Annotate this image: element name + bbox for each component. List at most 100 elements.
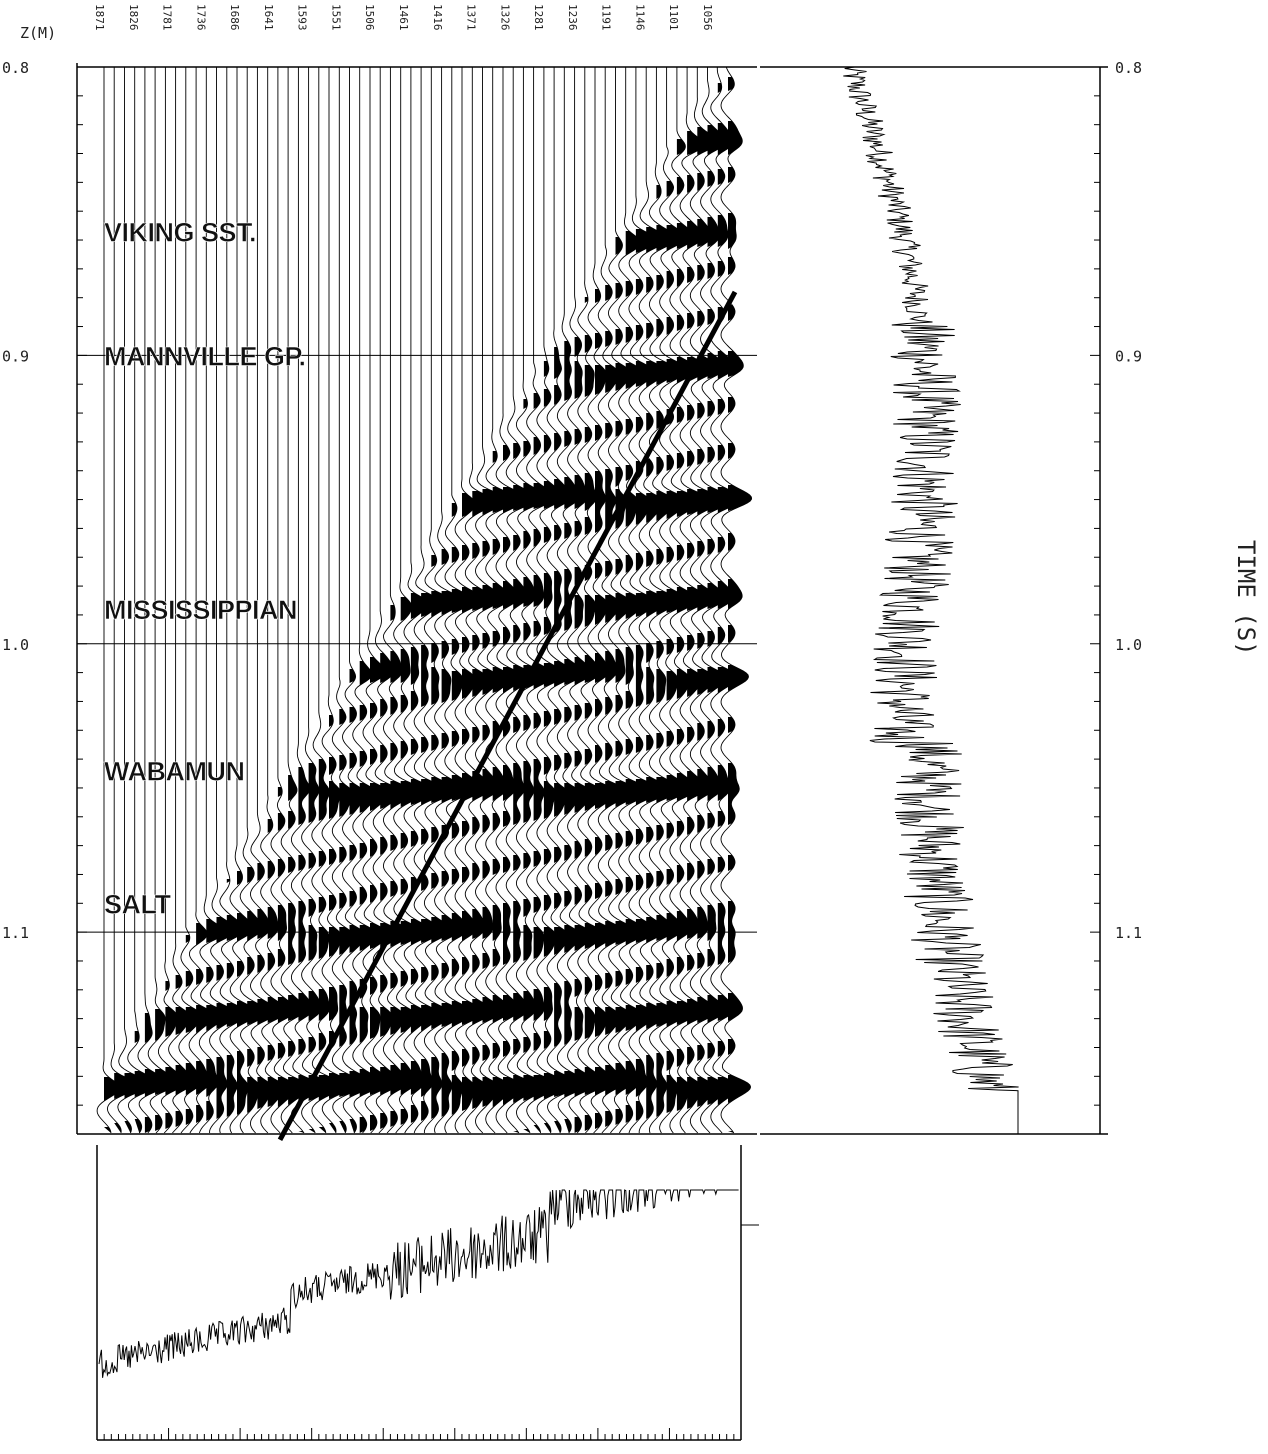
trace-fill	[277, 787, 298, 1107]
time-sonic-log-panel	[760, 66, 1108, 1135]
trace-fill	[523, 399, 547, 1133]
seismic-trace	[127, 67, 159, 1134]
trace-fill	[635, 229, 661, 1121]
trace-fill	[196, 923, 214, 1123]
depth-label: 1146	[633, 4, 646, 31]
seismic-trace	[188, 67, 215, 1134]
seismic-trace	[219, 67, 248, 1134]
depth-label: 1371	[465, 4, 478, 31]
trace-fill	[370, 657, 392, 1131]
time-axis-right: 0.8 0.9 1.0 1.1	[1115, 59, 1142, 942]
trace-fill	[431, 555, 456, 1119]
horizon-labels: VIKING SST. MANNVILLE GP. MISSISSIPPIAN WAB…	[104, 217, 307, 920]
seismic-trace	[178, 67, 203, 1134]
trace-fill	[226, 879, 248, 1117]
trace-fill	[175, 975, 194, 1127]
seismic-traces	[96, 66, 753, 1134]
seismic-trace	[546, 67, 579, 1134]
seismic-trace	[382, 67, 414, 1134]
trace-fill	[554, 347, 579, 1133]
trace-fill	[482, 489, 507, 1107]
trace-fill	[329, 715, 354, 1133]
seismic-trace	[229, 67, 259, 1134]
depth-label: 1056	[701, 4, 714, 31]
time-tick-label-left: 1.1	[2, 924, 29, 942]
trace-fill	[492, 451, 518, 1107]
horizon-label: SALT	[104, 889, 171, 919]
depth-label: 1871	[93, 4, 106, 31]
time-axis-left: 0.8 0.9 1.0 1.1	[2, 59, 29, 942]
trace-fill	[288, 775, 310, 1133]
depth-axis-title: Z(M)	[20, 24, 56, 42]
time-tick-label-left: 0.8	[2, 59, 29, 77]
seismic-trace	[157, 67, 186, 1134]
depth-label: 1641	[262, 4, 275, 31]
trace-fill	[584, 297, 606, 1131]
depth-label: 1593	[296, 4, 309, 31]
depth-label: 1736	[194, 4, 207, 31]
seismic-trace	[209, 67, 238, 1133]
seismic-trace	[198, 67, 226, 1134]
seismic-trace	[137, 67, 169, 1134]
trace-fill	[646, 227, 671, 1119]
trace-fill	[543, 361, 569, 1133]
seismic-trace	[270, 67, 298, 1134]
depth-label: 1101	[667, 4, 680, 31]
trace-fill	[359, 661, 383, 1133]
trace-fill	[564, 341, 588, 1133]
time-tick-label-right: 1.1	[1115, 924, 1142, 942]
seismic-trace	[352, 67, 383, 1134]
trace-fill	[318, 759, 343, 1133]
seismic-trace	[720, 66, 753, 1134]
depth-label: 1326	[498, 4, 511, 31]
horizon-label: WABAMUN	[104, 757, 244, 787]
depth-log-curve	[98, 1189, 739, 1378]
trace-fill	[656, 185, 680, 1117]
depth-label: 1461	[397, 4, 410, 31]
depth-sonic-log-panel	[96, 1145, 759, 1441]
depth-label: 1281	[532, 4, 545, 31]
time-log-curve	[843, 66, 1019, 1134]
seismic-trace	[321, 67, 354, 1134]
time-tick-label-right: 0.9	[1115, 347, 1142, 365]
horizon-label: MISSISSIPPIAN	[104, 595, 297, 625]
trace-fill	[595, 289, 617, 1129]
depth-label: 1506	[363, 4, 376, 31]
seismic-trace	[372, 67, 403, 1134]
trace-fill	[216, 917, 237, 1119]
seismic-trace	[239, 67, 269, 1134]
depth-label: 1826	[127, 4, 140, 31]
trace-fill	[533, 393, 558, 1133]
trace-fill	[380, 653, 402, 1129]
depth-label: 1781	[161, 4, 174, 31]
trace-fill	[605, 285, 629, 1127]
trace-fill	[676, 139, 700, 1111]
trace-fill	[298, 767, 321, 1133]
trace-fill	[144, 1013, 168, 1133]
time-tick-label-right: 0.8	[1115, 59, 1142, 77]
trace-fill	[308, 763, 333, 1133]
trace-fill	[267, 819, 288, 1107]
seismic-trace	[117, 67, 150, 1134]
seismic-section	[76, 63, 757, 1135]
trace-fill	[462, 493, 483, 1111]
trace-fill	[206, 919, 226, 1121]
trace-fill	[441, 549, 465, 1117]
trace-fill	[472, 491, 495, 1109]
trace-fill	[513, 443, 537, 1133]
seismic-trace	[106, 67, 140, 1134]
horizon-label: VIKING SST.	[104, 217, 256, 247]
trace-fill	[257, 863, 278, 1109]
trace-fill	[625, 231, 651, 1123]
seismic-trace	[168, 67, 194, 1134]
seismic-trace	[147, 67, 178, 1134]
trace-fill	[697, 127, 722, 1107]
time-axis-title: TIME (S)	[1232, 540, 1260, 656]
depth-label: 1551	[329, 4, 342, 31]
trace-fill	[349, 669, 374, 1133]
seismic-trace	[96, 67, 121, 1134]
trace-fill	[728, 77, 752, 1133]
depth-label: 1191	[600, 4, 613, 31]
seismic-trace	[342, 67, 374, 1134]
